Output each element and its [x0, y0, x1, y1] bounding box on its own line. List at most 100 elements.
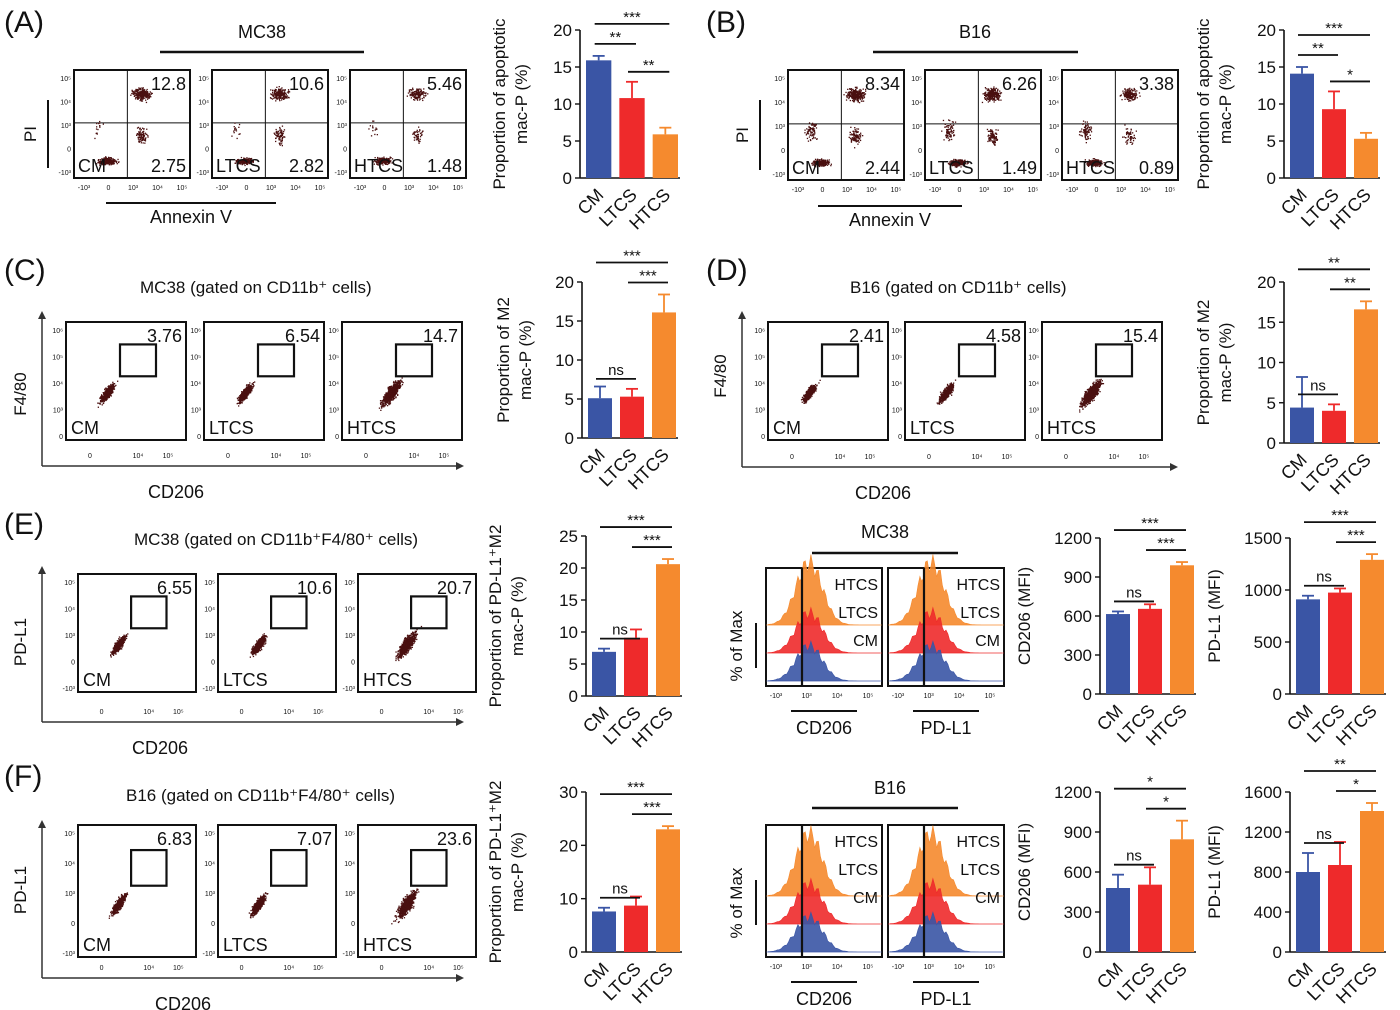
data-point — [995, 87, 997, 89]
data-point — [234, 122, 236, 124]
data-point — [277, 90, 279, 92]
data-point — [859, 88, 861, 91]
data-point — [287, 92, 290, 94]
data-point — [104, 160, 106, 163]
data-point — [857, 128, 860, 130]
data-point — [813, 163, 815, 165]
bar-cm — [586, 60, 612, 179]
data-point — [811, 122, 814, 124]
data-point — [387, 163, 390, 165]
data-point — [1082, 131, 1084, 133]
significance-label: *** — [1325, 20, 1343, 37]
data-point — [137, 89, 140, 91]
data-point — [849, 134, 851, 136]
data-point — [113, 163, 115, 165]
data-point — [109, 161, 112, 163]
data-point — [412, 88, 414, 91]
data-point — [249, 386, 251, 388]
y-tick-label: -10³ — [910, 172, 923, 179]
panel-letter: (A) — [4, 6, 44, 39]
data-point — [287, 89, 290, 91]
quadrant-value-lr: 0.89 — [1139, 158, 1174, 178]
data-point — [147, 135, 149, 137]
data-point — [407, 92, 410, 94]
data-point — [237, 398, 239, 400]
data-point — [858, 136, 860, 138]
data-point — [413, 96, 415, 98]
data-point — [273, 93, 275, 95]
data-point — [109, 393, 111, 395]
y-tick-label: 0 — [67, 147, 71, 154]
data-point — [1124, 98, 1126, 100]
data-point — [813, 137, 815, 139]
data-point — [413, 139, 416, 141]
data-point — [98, 159, 100, 161]
data-point — [814, 125, 816, 127]
data-point — [238, 161, 240, 163]
data-point — [950, 131, 953, 133]
data-point — [418, 94, 420, 96]
data-point — [957, 163, 959, 165]
data-point — [1123, 94, 1125, 96]
x-tick-label: 10⁵ — [1165, 187, 1176, 194]
data-point — [383, 156, 385, 158]
data-point — [138, 96, 140, 99]
data-point — [145, 133, 147, 135]
data-point — [1124, 91, 1126, 93]
x-tick-label: 10⁵ — [315, 185, 326, 192]
data-point — [809, 127, 812, 129]
data-point — [280, 96, 282, 98]
data-point — [416, 92, 418, 94]
data-point — [388, 160, 390, 162]
data-point — [416, 99, 419, 101]
data-point — [948, 137, 950, 139]
data-point — [150, 93, 152, 95]
data-point — [136, 134, 138, 136]
data-point — [420, 93, 423, 96]
data-point — [994, 94, 996, 96]
data-point — [418, 126, 420, 128]
data-point — [381, 162, 383, 165]
data-point — [1090, 128, 1092, 130]
data-point — [993, 101, 995, 103]
data-point — [417, 137, 419, 140]
quadrant-value-lr: 1.48 — [427, 156, 462, 176]
data-point — [239, 395, 241, 397]
data-point — [814, 131, 816, 133]
data-point — [1125, 137, 1127, 139]
group-label: HTCS — [354, 156, 403, 176]
x-tick-label: 10⁴ — [133, 453, 144, 460]
bar-htcs — [1354, 138, 1378, 178]
y-tick-label: 0 — [918, 148, 922, 155]
data-point — [419, 98, 421, 100]
data-point — [280, 140, 282, 142]
data-point — [863, 95, 865, 97]
data-point — [406, 95, 408, 97]
significance-label: *** — [623, 9, 641, 26]
data-point — [139, 99, 141, 102]
data-point — [111, 390, 113, 392]
data-point — [1124, 124, 1126, 126]
quadrant-value-lr: 2.44 — [865, 158, 900, 178]
data-point — [277, 132, 279, 134]
data-point — [849, 99, 851, 102]
data-point — [386, 163, 388, 166]
panel-letter: (B) — [706, 6, 746, 39]
data-point — [102, 162, 104, 164]
data-point — [855, 141, 857, 143]
data-point — [856, 135, 858, 137]
data-point — [276, 135, 278, 137]
x-tick-label: 10⁴ — [290, 185, 301, 192]
data-point — [235, 159, 237, 162]
group-label: CM — [78, 156, 106, 176]
x-tick-label: 0 — [245, 185, 249, 192]
data-point — [148, 96, 151, 98]
data-point — [823, 159, 825, 161]
data-point — [857, 135, 860, 137]
data-point — [804, 132, 806, 134]
data-point — [240, 399, 242, 401]
data-point — [143, 94, 145, 96]
data-point — [1085, 125, 1087, 127]
